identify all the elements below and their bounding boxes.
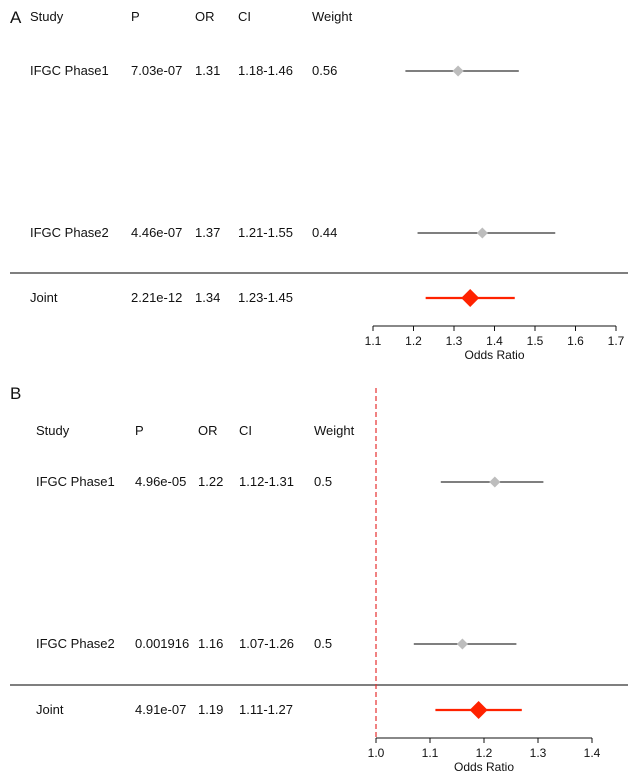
p-value: 0.001916 [135,636,190,651]
p-value: 4.96e-05 [135,474,187,489]
column-header-p: P [135,423,144,438]
study-name: IFGC Phase1 [36,474,115,489]
weight-value: 0.5 [314,636,333,651]
x-tick-label: 1.1 [365,334,382,348]
column-header-or: OR [195,9,215,24]
column-header-weight: Weight [314,423,355,438]
forest-plot-a: A Study P OR CI Weight IFGC Phase1 7.03e… [0,0,629,380]
study-estimate-diamond [456,638,468,650]
x-tick-label: 1.6 [567,334,584,348]
x-tick-label: 1.7 [608,334,625,348]
odds-ratio: 1.16 [198,636,224,651]
column-header-ci: CI [239,423,252,438]
weight-value: 0.5 [314,474,333,489]
confidence-interval: 1.18-1.46 [238,63,293,78]
odds-ratio: 1.34 [195,290,221,305]
panel-label-a: A [10,8,22,27]
odds-ratio: 1.37 [195,225,221,240]
x-axis-title: Odds Ratio [464,348,524,362]
joint-estimate-diamond [461,289,480,307]
x-tick-label: 1.2 [405,334,422,348]
weight-value: 0.56 [312,63,338,78]
column-header-ci: CI [238,9,251,24]
study-name: Joint [30,290,58,305]
column-header-study: Study [36,423,70,438]
p-value: 4.91e-07 [135,702,187,717]
x-tick-label: 1.1 [422,746,439,760]
odds-ratio: 1.19 [198,702,224,717]
study-name: IFGC Phase2 [30,225,109,240]
p-value: 4.46e-07 [131,225,183,240]
x-tick-label: 1.2 [476,746,493,760]
x-axis-title: Odds Ratio [454,760,514,774]
p-value: 2.21e-12 [131,290,183,305]
joint-estimate-diamond [469,701,488,719]
confidence-interval: 1.12-1.31 [239,474,294,489]
study-name: Joint [36,702,64,717]
p-value: 7.03e-07 [131,63,183,78]
confidence-interval: 1.11-1.27 [239,702,293,717]
odds-ratio: 1.31 [195,63,221,78]
x-tick-label: 1.0 [368,746,385,760]
forest-plot-b: B Study P OR CI Weight IFGC Phase1 4.96e… [0,380,629,779]
column-header-p: P [131,9,140,24]
x-tick-label: 1.3 [530,746,547,760]
confidence-interval: 1.21-1.55 [238,225,293,240]
study-estimate-diamond [452,65,464,77]
x-tick-label: 1.3 [446,334,463,348]
study-estimate-diamond [489,476,501,488]
confidence-interval: 1.23-1.45 [238,290,293,305]
forest-plot-a-svg: 1.1 1.2 1.3 1.4 1.5 1.6 1.7 Odds Ratio [10,65,628,362]
panel-label-b: B [10,384,22,403]
x-tick-label: 1.4 [584,746,601,760]
odds-ratio: 1.22 [198,474,224,489]
study-name: IFGC Phase1 [30,63,109,78]
study-name: IFGC Phase2 [36,636,115,651]
x-tick-label: 1.5 [527,334,544,348]
forest-plot-b-svg: 1.0 1.1 1.2 1.3 1.4 Odds Ratio [10,388,628,774]
column-header-weight: Weight [312,9,353,24]
column-header-or: OR [198,423,218,438]
weight-value: 0.44 [312,225,338,240]
study-estimate-diamond [476,227,488,239]
column-header-study: Study [30,9,64,24]
confidence-interval: 1.07-1.26 [239,636,294,651]
x-tick-label: 1.4 [486,334,503,348]
